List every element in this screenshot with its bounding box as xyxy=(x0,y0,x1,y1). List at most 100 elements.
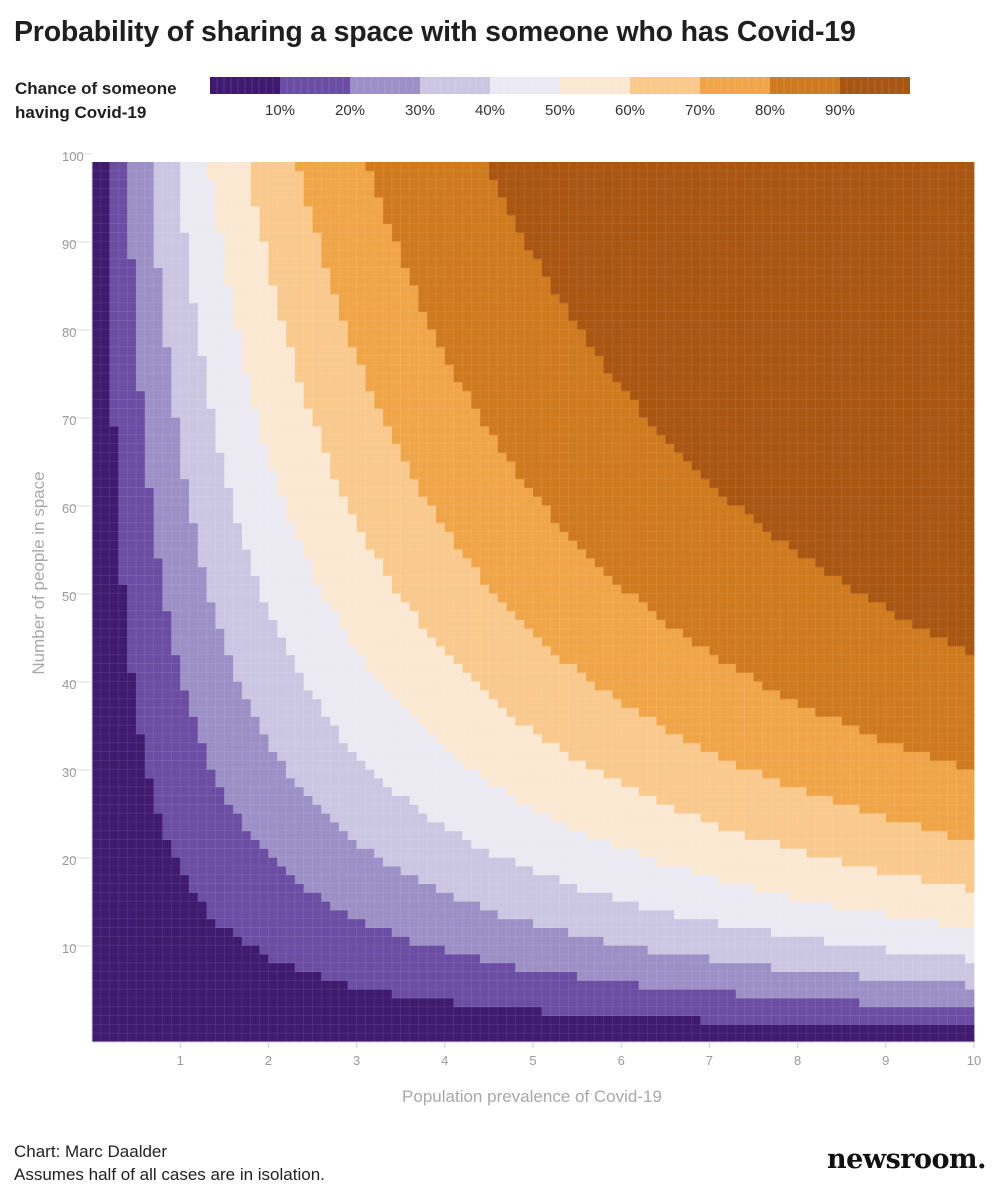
heatmap-band xyxy=(391,989,737,999)
heatmap-band xyxy=(638,786,807,796)
heatmap-band xyxy=(312,575,393,585)
heatmap-band xyxy=(144,452,181,462)
heatmap-band xyxy=(330,813,428,823)
heatmap-band xyxy=(550,514,754,524)
heatmap-band xyxy=(224,646,287,656)
heatmap-band xyxy=(206,170,252,180)
heatmap-band xyxy=(568,531,772,541)
heatmap-band xyxy=(603,566,825,576)
heatmap-band xyxy=(92,593,128,603)
heatmap-band xyxy=(338,487,419,497)
heatmap-band xyxy=(92,936,243,946)
heatmap-band xyxy=(127,223,155,233)
heatmap-band xyxy=(533,804,675,814)
heatmap-band xyxy=(585,672,754,682)
heatmap-band xyxy=(92,417,111,427)
heatmap-band xyxy=(268,241,322,251)
heatmap-band xyxy=(127,179,155,189)
heatmap-band xyxy=(224,258,269,268)
heatmap-band xyxy=(400,258,543,268)
heatmap-band xyxy=(206,575,260,585)
heatmap-band xyxy=(118,540,155,550)
heatmap-band xyxy=(233,927,393,937)
heatmap-band xyxy=(550,813,701,823)
heatmap-band xyxy=(929,628,975,638)
heatmap-band xyxy=(92,1006,543,1016)
heatmap-band xyxy=(400,443,499,453)
heatmap-band xyxy=(585,830,746,840)
heatmap-band xyxy=(921,822,975,832)
heatmap-band xyxy=(533,918,719,928)
heatmap-band xyxy=(92,954,269,964)
heatmap-band xyxy=(391,786,507,796)
heatmap-band xyxy=(294,663,366,673)
heatmap-band xyxy=(365,760,463,770)
heatmap-band xyxy=(109,329,137,339)
heatmap-band xyxy=(365,162,490,172)
heatmap-band xyxy=(506,786,640,796)
heatmap-band xyxy=(153,258,190,268)
heatmap-band xyxy=(259,206,313,216)
heatmap-band xyxy=(497,443,675,453)
heatmap-band xyxy=(162,320,199,330)
heatmap-band xyxy=(127,206,155,216)
heatmap-band xyxy=(224,461,269,471)
heatmap-band xyxy=(136,716,199,726)
heatmap-band xyxy=(832,795,975,805)
heatmap-band xyxy=(515,962,772,972)
legend-label: 10% xyxy=(265,102,295,119)
heatmap-band xyxy=(515,795,657,805)
heatmap-band xyxy=(118,531,155,541)
heatmap-band xyxy=(171,408,216,418)
heatmap-band xyxy=(815,558,975,568)
heatmap-band xyxy=(859,725,975,735)
heatmap-band xyxy=(779,690,975,700)
heatmap-band xyxy=(92,980,349,990)
heatmap-band xyxy=(136,329,163,339)
heatmap-band xyxy=(832,901,975,911)
heatmap-band xyxy=(215,769,287,779)
heatmap-band xyxy=(374,549,463,559)
heatmap-band xyxy=(144,399,172,409)
heatmap-band xyxy=(197,725,260,735)
heatmap-band xyxy=(365,531,455,541)
heatmap-band xyxy=(127,654,181,664)
heatmap-band xyxy=(92,241,111,251)
heatmap-band xyxy=(136,672,181,682)
heatmap-band xyxy=(233,320,287,330)
heatmap-band xyxy=(488,848,640,858)
heatmap-band xyxy=(109,399,146,409)
heatmap-band xyxy=(92,778,155,788)
heatmap-band xyxy=(118,452,146,462)
heatmap-band xyxy=(127,584,163,594)
heatmap-band xyxy=(621,584,851,594)
heatmap-band xyxy=(153,795,225,805)
heatmap-band xyxy=(277,619,340,629)
heatmap-band xyxy=(259,945,446,955)
heatmap-band xyxy=(471,399,640,409)
heatmap-band xyxy=(153,778,216,788)
heatmap-band xyxy=(92,751,146,761)
heatmap-band xyxy=(603,364,975,374)
heatmap-band xyxy=(374,672,472,682)
x-axis-label: Population prevalence of Covid-19 xyxy=(402,1087,662,1106)
heatmap-band xyxy=(197,311,234,321)
y-tick-label: 20 xyxy=(62,853,76,868)
heatmap-band xyxy=(136,725,199,735)
heatmap-band xyxy=(197,522,243,532)
heatmap-band xyxy=(965,646,975,656)
heatmap-band xyxy=(118,470,146,480)
heatmap-band xyxy=(533,250,975,260)
heatmap-band xyxy=(876,866,975,876)
heatmap-band xyxy=(497,593,640,603)
heatmap-band xyxy=(109,206,128,216)
heatmap-band xyxy=(268,848,375,858)
heatmap-band xyxy=(92,874,190,884)
heatmap-band xyxy=(303,672,375,682)
heatmap-band xyxy=(92,910,208,920)
heatmap-band xyxy=(250,382,305,392)
heatmap-band xyxy=(241,522,296,532)
heatmap-band xyxy=(409,267,543,277)
legend-label: 30% xyxy=(405,102,435,119)
heatmap-band xyxy=(356,514,437,524)
